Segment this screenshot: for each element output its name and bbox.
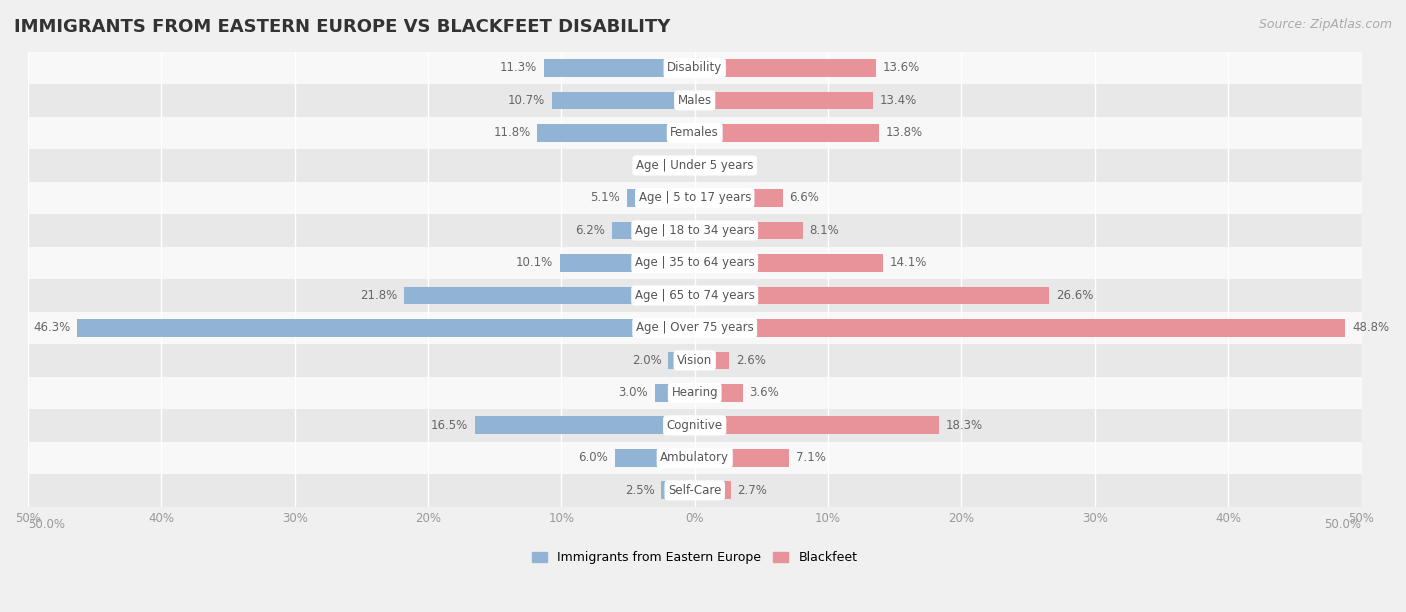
Text: 50.0%: 50.0% — [1324, 518, 1361, 531]
Text: 11.3%: 11.3% — [501, 61, 537, 75]
Bar — [612, 222, 695, 239]
Text: 6.0%: 6.0% — [578, 452, 607, 465]
Text: 1.6%: 1.6% — [723, 159, 752, 172]
Text: Age | Over 75 years: Age | Over 75 years — [636, 321, 754, 334]
Text: Disability: Disability — [666, 61, 723, 75]
Text: 2.5%: 2.5% — [624, 484, 655, 497]
Text: 13.8%: 13.8% — [886, 127, 922, 140]
Text: 11.8%: 11.8% — [494, 127, 530, 140]
Bar — [553, 92, 695, 110]
Text: Self-Care: Self-Care — [668, 484, 721, 497]
Text: Vision: Vision — [678, 354, 713, 367]
Bar — [28, 52, 1361, 84]
Bar — [28, 377, 1361, 409]
Bar — [668, 351, 695, 370]
Bar — [28, 344, 1361, 377]
Text: 2.0%: 2.0% — [631, 354, 661, 367]
Text: 2.7%: 2.7% — [737, 484, 768, 497]
Bar — [695, 384, 742, 402]
Bar — [695, 189, 783, 207]
Bar — [28, 312, 1361, 344]
Bar — [695, 482, 731, 499]
Bar — [695, 222, 803, 239]
Bar — [695, 351, 730, 370]
Text: IMMIGRANTS FROM EASTERN EUROPE VS BLACKFEET DISABILITY: IMMIGRANTS FROM EASTERN EUROPE VS BLACKF… — [14, 18, 671, 36]
Text: 6.2%: 6.2% — [575, 224, 606, 237]
Bar — [475, 417, 695, 435]
Text: 3.0%: 3.0% — [619, 386, 648, 400]
Text: 21.8%: 21.8% — [360, 289, 398, 302]
Text: Age | 35 to 64 years: Age | 35 to 64 years — [636, 256, 755, 269]
Text: Age | 5 to 17 years: Age | 5 to 17 years — [638, 192, 751, 204]
Bar — [679, 157, 695, 174]
Bar — [28, 149, 1361, 182]
Bar — [695, 417, 939, 435]
Bar — [627, 189, 695, 207]
Text: 14.1%: 14.1% — [890, 256, 927, 269]
Text: 1.2%: 1.2% — [643, 159, 672, 172]
Text: Ambulatory: Ambulatory — [661, 452, 730, 465]
Text: Females: Females — [671, 127, 718, 140]
Text: Cognitive: Cognitive — [666, 419, 723, 432]
Text: 5.1%: 5.1% — [591, 192, 620, 204]
Text: 26.6%: 26.6% — [1056, 289, 1094, 302]
Bar — [695, 449, 789, 467]
Text: Age | 65 to 74 years: Age | 65 to 74 years — [634, 289, 755, 302]
Text: 46.3%: 46.3% — [34, 321, 70, 334]
Bar — [28, 247, 1361, 279]
Bar — [537, 124, 695, 142]
Bar — [28, 84, 1361, 117]
Text: Males: Males — [678, 94, 711, 107]
Text: Age | 18 to 34 years: Age | 18 to 34 years — [636, 224, 755, 237]
Text: Source: ZipAtlas.com: Source: ZipAtlas.com — [1258, 18, 1392, 31]
Bar — [695, 124, 879, 142]
Text: 10.1%: 10.1% — [516, 256, 554, 269]
Bar — [28, 409, 1361, 442]
Text: 7.1%: 7.1% — [796, 452, 825, 465]
Text: 2.6%: 2.6% — [737, 354, 766, 367]
Bar — [695, 254, 883, 272]
Text: Hearing: Hearing — [672, 386, 718, 400]
Text: 18.3%: 18.3% — [945, 419, 983, 432]
Bar — [695, 286, 1049, 304]
Bar — [28, 279, 1361, 312]
Bar — [695, 59, 876, 77]
Text: Age | Under 5 years: Age | Under 5 years — [636, 159, 754, 172]
Bar — [28, 182, 1361, 214]
Bar — [661, 482, 695, 499]
Bar — [77, 319, 695, 337]
Legend: Immigrants from Eastern Europe, Blackfeet: Immigrants from Eastern Europe, Blackfee… — [531, 551, 858, 564]
Text: 8.1%: 8.1% — [810, 224, 839, 237]
Bar — [695, 92, 873, 110]
Text: 3.6%: 3.6% — [749, 386, 779, 400]
Bar — [560, 254, 695, 272]
Bar — [28, 117, 1361, 149]
Bar — [404, 286, 695, 304]
Text: 50.0%: 50.0% — [28, 518, 65, 531]
Bar — [544, 59, 695, 77]
Text: 13.4%: 13.4% — [880, 94, 917, 107]
Text: 6.6%: 6.6% — [789, 192, 820, 204]
Bar — [614, 449, 695, 467]
Text: 48.8%: 48.8% — [1353, 321, 1389, 334]
Bar — [28, 442, 1361, 474]
Bar — [655, 384, 695, 402]
Bar — [28, 214, 1361, 247]
Text: 16.5%: 16.5% — [430, 419, 468, 432]
Text: 10.7%: 10.7% — [508, 94, 546, 107]
Text: 13.6%: 13.6% — [883, 61, 920, 75]
Bar — [695, 319, 1346, 337]
Bar — [28, 474, 1361, 507]
Bar — [695, 157, 716, 174]
